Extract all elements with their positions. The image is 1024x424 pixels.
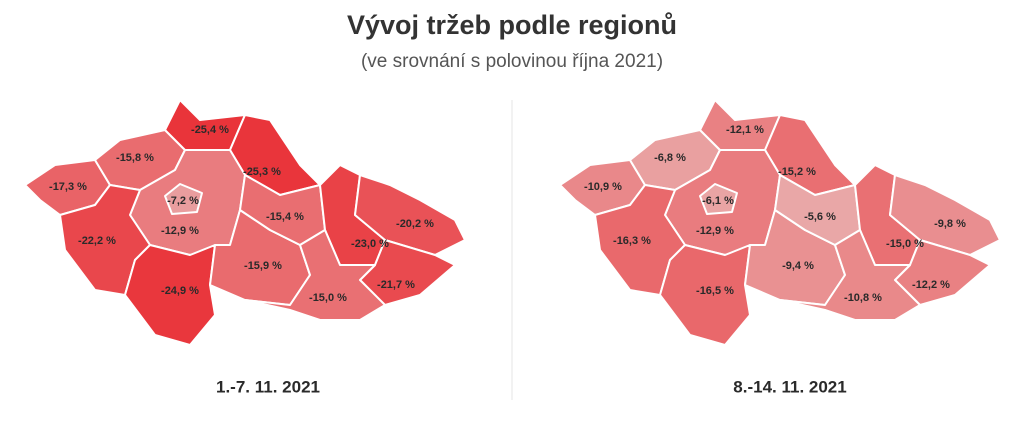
map: -17,3 % -15,8 % -25,4 % -25,3 % -12,9 % -7,2 … <box>24 99 466 396</box>
map: -10,9 % -6,8 % -12,1 % -15,2 % -12,9 % -6,1 %… <box>559 99 1001 396</box>
region-label: -15,0 % <box>886 238 924 250</box>
region-label: -10,9 % <box>584 181 622 193</box>
subtitle: (ve srovnání s polovinou října 2021) <box>361 51 663 72</box>
region-label: -12,9 % <box>696 225 734 237</box>
region-label: -15,4 % <box>266 211 304 223</box>
region <box>889 174 1001 256</box>
region-label: -16,3 % <box>613 235 651 247</box>
region <box>699 183 738 215</box>
region-label: -20,2 % <box>396 218 434 230</box>
region-label: -5,6 % <box>804 211 836 223</box>
region-label: -6,1 % <box>702 195 734 207</box>
region-label: -24,9 % <box>161 285 199 297</box>
region <box>354 174 466 256</box>
region-label: -6,8 % <box>654 152 686 164</box>
region-label: -23,0 % <box>351 238 389 250</box>
region-label: -12,9 % <box>161 225 199 237</box>
region-label: -17,3 % <box>49 181 87 193</box>
title: Vývoj tržeb podle regionů <box>347 10 677 40</box>
period-label: 1.-7. 11. 2021 <box>216 377 320 396</box>
region-label: -10,8 % <box>844 292 882 304</box>
region-label: -25,3 % <box>243 166 281 178</box>
region-label: -7,2 % <box>167 195 199 207</box>
region <box>659 244 751 346</box>
region <box>164 183 203 215</box>
region <box>124 244 216 346</box>
region <box>244 229 386 321</box>
region-label: -9,4 % <box>782 260 814 272</box>
region-label: -16,5 % <box>696 285 734 297</box>
region-label: -12,1 % <box>726 124 764 136</box>
region-label: -25,4 % <box>191 124 229 136</box>
region-label: -15,0 % <box>309 292 347 304</box>
region-label: -12,2 % <box>912 279 950 291</box>
period-label: 8.-14. 11. 2021 <box>733 377 846 396</box>
region <box>779 229 921 321</box>
region-label: -15,9 % <box>244 260 282 272</box>
region-label: -9,8 % <box>934 218 966 230</box>
region-label: -15,2 % <box>778 166 816 178</box>
region-label: -21,7 % <box>377 279 415 291</box>
region-label: -15,8 % <box>116 152 154 164</box>
region-label: -22,2 % <box>78 235 116 247</box>
